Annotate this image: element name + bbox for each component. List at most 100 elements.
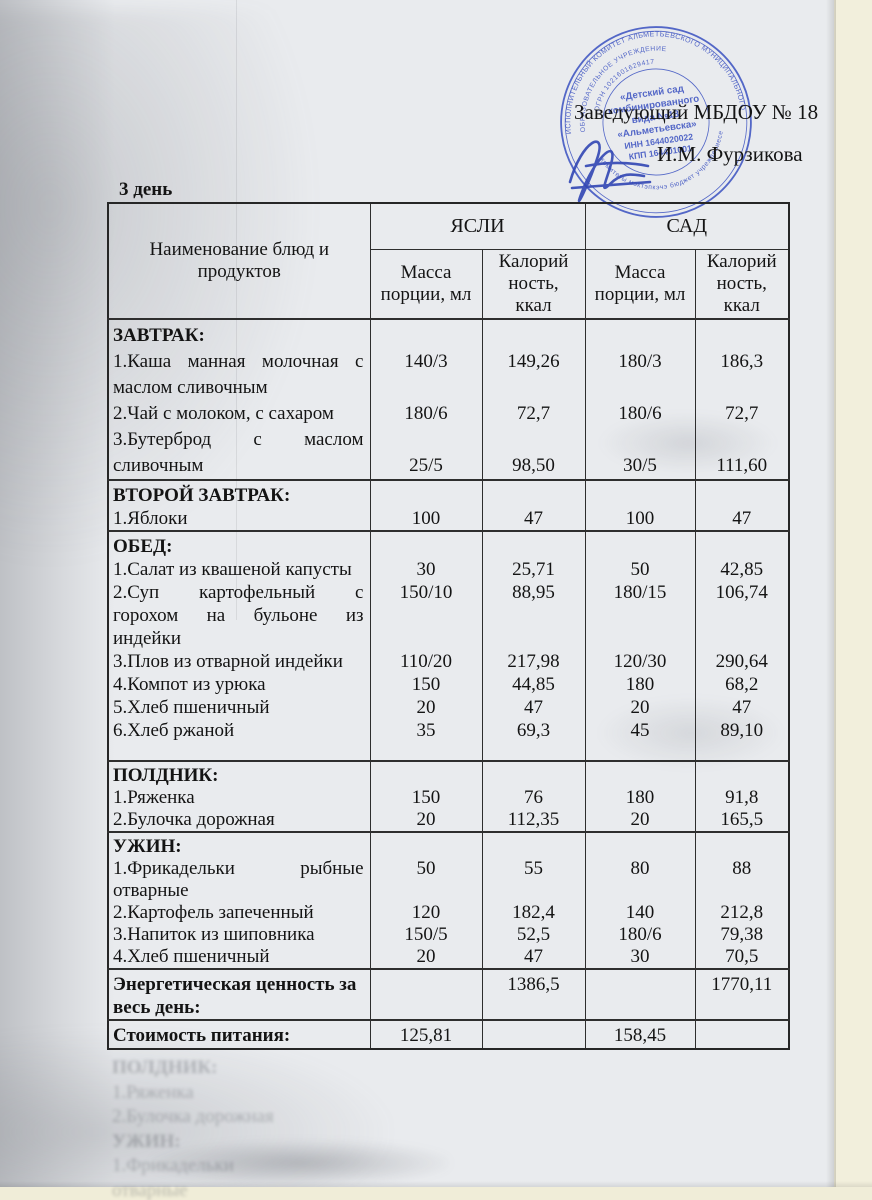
- sad-calories-cell: 42,85 106,74 290,64 68,2 47 89,10: [694, 530, 790, 762]
- yasli-mass-cell: 30 150/10 110/20 150 20 35: [369, 530, 483, 762]
- value-line: [483, 427, 585, 453]
- value-line: 120: [411, 902, 441, 923]
- value-line: [483, 836, 585, 858]
- value-line: [371, 535, 482, 558]
- value-line: [586, 765, 695, 787]
- bleedthrough-smudge: [150, 1140, 450, 1186]
- yasli-mass-cell: 150 20: [369, 760, 483, 833]
- sad-calories-cell: 47: [694, 479, 790, 532]
- value-line: 20: [416, 946, 436, 967]
- value-line: [371, 427, 482, 453]
- value-line: [586, 836, 695, 858]
- scan-shading-bottomleft: [0, 1030, 390, 1200]
- table-header-row-groups: Наименование блюд и продуктов ЯСЛИ САД: [107, 202, 790, 320]
- sad-mass-cell: 180/3 180/6 30/5: [584, 318, 696, 481]
- yasli-mass-cell: 140/3 180/6 25/5: [369, 318, 483, 481]
- yasli-mass-cell: 50 120 150/5 20: [369, 831, 483, 970]
- row-food-cost: Стоимость питания: 125,81 158,45: [107, 1019, 790, 1050]
- value-line: 150/5: [404, 924, 448, 945]
- value-line: 165,5: [720, 809, 764, 830]
- dish-name-line: 2.Картофель запеченный: [113, 902, 314, 923]
- value-line: [586, 323, 695, 349]
- dish-name-line: 2.Суп картофельный с: [113, 582, 364, 603]
- value-line: 42,85: [720, 559, 764, 580]
- value-line: 182,4: [512, 902, 555, 923]
- label-line: весь день:: [113, 997, 201, 1018]
- value-line: 180/6: [404, 403, 448, 424]
- value-line: 68,2: [725, 674, 759, 695]
- section-row-snack: ПОЛДНИК: 1.Ряженка 2.Булочка дорожная 15…: [107, 760, 790, 833]
- value-line: 52,5: [516, 924, 551, 945]
- value-line: 25,71: [512, 559, 555, 580]
- value-line: 47: [524, 508, 543, 529]
- value-line: [696, 484, 789, 507]
- value-line: 290,64: [715, 651, 768, 672]
- value-line: 69,3: [516, 720, 551, 741]
- table-header-row-subcolumns: Масса порции, мл Калорий ность, ккал Мас…: [108, 248, 790, 320]
- ghost-line: 2.Булочка дорожная: [112, 1106, 274, 1127]
- value-line: [586, 604, 695, 627]
- value-line: 149,26: [507, 351, 560, 372]
- value-line: 140: [625, 902, 655, 923]
- scanner-bed-bottom: [0, 1187, 872, 1200]
- value-line: [371, 627, 482, 650]
- value-line: 217,98: [507, 651, 560, 672]
- dish-names-cell: УЖИН: 1.Фрикадельки рыбные отварные 2.Ка…: [107, 831, 371, 970]
- paper-edge-shadow-right: [826, 0, 836, 1200]
- dish-name-line: 1.Фрикадельки рыбные: [113, 858, 364, 879]
- sad-mass-cell: 158,45: [584, 1019, 696, 1050]
- header-line: ккал: [515, 294, 552, 316]
- yasli-mass-cell: 125,81: [369, 1019, 483, 1050]
- value-line: [483, 880, 585, 902]
- approval-title: Заведующий МБДОУ № 18: [574, 100, 819, 124]
- column-header-yasli-mass: Масса порции, мл: [369, 248, 483, 320]
- value-line: [371, 836, 482, 858]
- value-line: 20: [416, 809, 436, 830]
- yasli-calories-cell: 76 112,35: [481, 760, 586, 833]
- value-line: 45: [630, 720, 650, 741]
- value-line: 76: [524, 787, 543, 808]
- ghost-line: УЖИН:: [112, 1130, 181, 1152]
- yasli-calories-cell: 55 182,4 52,5 47: [481, 831, 586, 970]
- section-title: ВТОРОЙ ЗАВТРАК:: [113, 485, 291, 506]
- value-line: 35: [416, 720, 436, 741]
- section-title: ЗАВТРАК:: [113, 325, 205, 346]
- header-line: порции, мл: [594, 283, 686, 305]
- value-line: 88,95: [512, 582, 555, 603]
- value-line: [696, 323, 789, 349]
- value-line: [586, 427, 695, 453]
- value-line: 50: [630, 559, 650, 580]
- dish-name-line: индейки: [113, 628, 182, 649]
- column-header-sad-calories: Калорий ность, ккал: [694, 248, 790, 320]
- dish-name-line: 1.Салат из квашеной капусты: [113, 559, 352, 580]
- energy-total-sad: 1770,11: [711, 974, 773, 995]
- section-row-lunch: ОБЕД: 1.Салат из квашеной капусты 2.Суп …: [107, 530, 790, 762]
- value-line: 44,85: [512, 674, 555, 695]
- cost-sad: 158,45: [613, 1025, 667, 1046]
- value-line: 20: [630, 697, 650, 718]
- sad-calories-cell: 1770,11: [694, 968, 790, 1021]
- dish-name-line: 2.Булочка дорожная: [113, 809, 275, 830]
- value-line: 180/3: [618, 351, 662, 372]
- section-row-breakfast: ЗАВТРАК: 1.Каша манная молочная с маслом…: [107, 318, 790, 481]
- value-line: 180: [625, 787, 655, 808]
- section-title: ОБЕД:: [113, 536, 173, 557]
- dish-name-line: 3.Бутерброд с маслом: [113, 429, 364, 450]
- yasli-calories-cell: 1386,5: [481, 968, 586, 1021]
- header-line: Масса: [614, 261, 666, 283]
- header-line: ккал: [723, 294, 760, 316]
- sad-mass-cell: 180 20: [584, 760, 696, 833]
- value-line: 88: [732, 858, 752, 879]
- dish-name-line: 3.Напиток из шиповника: [113, 924, 315, 945]
- day-label: 3 день: [119, 179, 173, 200]
- value-line: [483, 604, 585, 627]
- value-line: [371, 375, 482, 401]
- value-line: [696, 880, 789, 902]
- value-line: 79,38: [720, 924, 764, 945]
- value-line: [483, 375, 585, 401]
- value-line: [483, 535, 585, 558]
- value-line: 25/5: [409, 455, 443, 476]
- dish-name-line: сливочным: [113, 455, 204, 476]
- value-line: 110/20: [399, 651, 453, 672]
